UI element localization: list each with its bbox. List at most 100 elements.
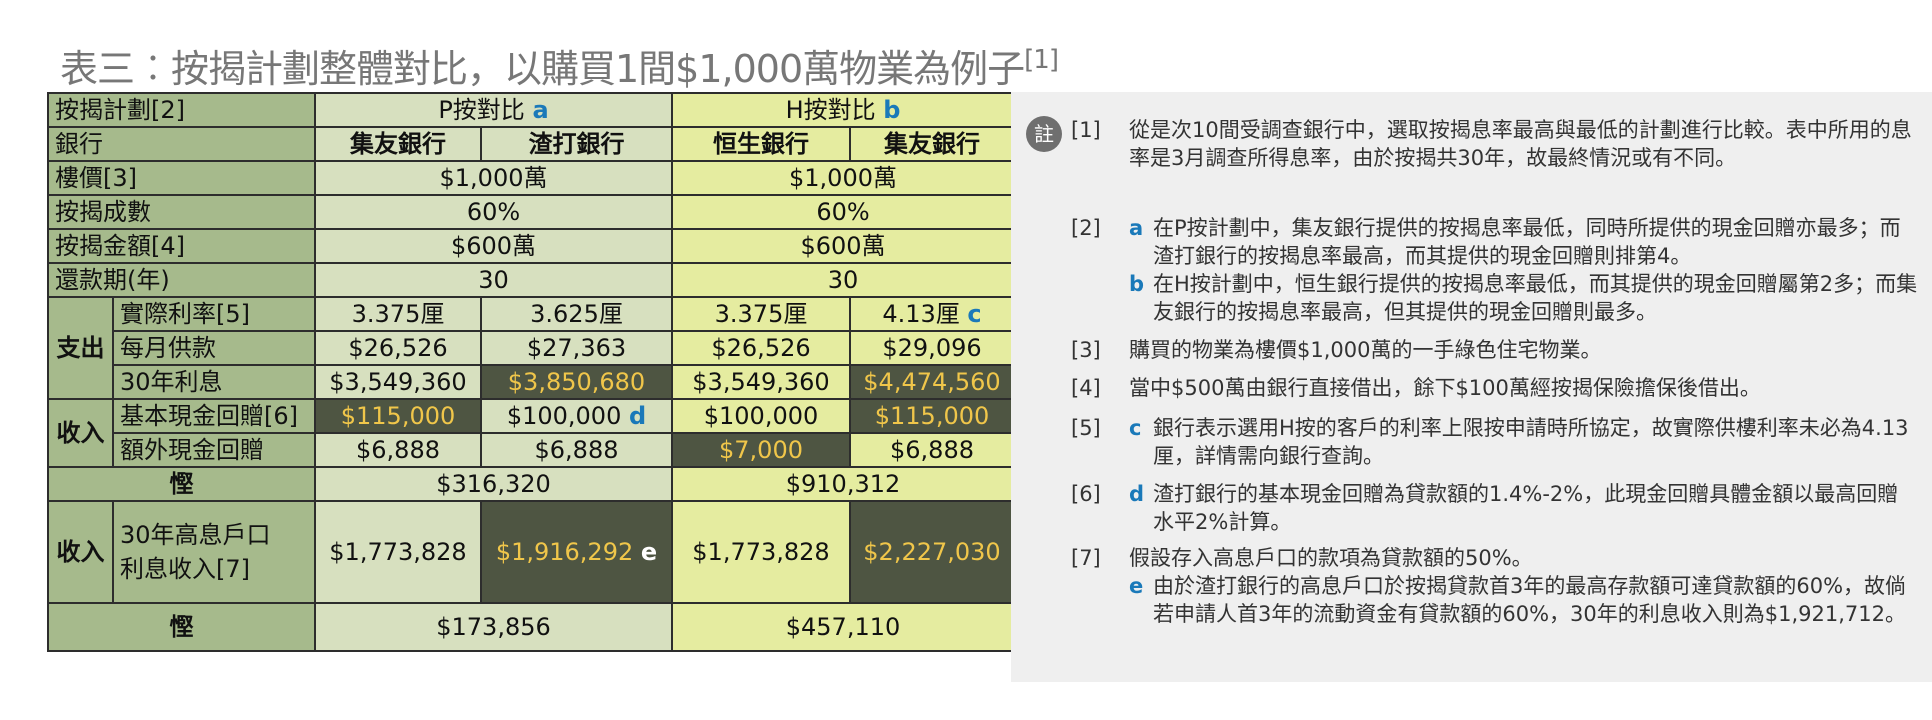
table-cell: $27,363 [480,330,673,366]
rate-row-label: 實際利率[5] [112,296,316,332]
table-cell: 3.625厘 [480,296,673,332]
table-row: 還款期(年) 30 30 [47,262,1015,298]
note-number: [5] [1071,416,1101,440]
note-text: 銀行表示選用H按的客戶的利率上限按申請時所協定，故實際供樓利率未必為4.13厘，… [1153,416,1909,468]
bank-row-label: 銀行 [47,126,316,162]
note-number: [4] [1071,376,1101,400]
table-cell: $173,856 [314,602,673,652]
table-row: 按揭金額[4] $600萬 $600萬 [47,228,1015,264]
notes-panel: 註 [1] 從是次10間受調查銀行中，選取按揭息率最高與最低的計劃進行比較。表中… [1011,92,1932,682]
deposit-label-line1: 30年高息戶口 [120,521,271,549]
note-4: [4] 當中$500萬由銀行直接借出，餘下$100萬經按揭保險擔保後借出。 [1071,374,1919,402]
table-row: 支出 實際利率[5] 3.375厘 3.625厘 3.375厘 4.13厘 c [47,296,1015,400]
note-text: 渣打銀行的基本現金回贈為貸款額的1.4%-2%，此現金回贈具體金額以最高回贈水平… [1153,482,1899,534]
bank-name: 恒生銀行 [671,126,851,162]
table-cell: $3,549,360 [671,364,851,400]
price-row-label: 樓價[3] [47,160,316,196]
cell-value: $100,000 [506,402,622,430]
note-6: [6] d 渣打銀行的基本現金回贈為貸款額的1.4%-2%，此現金回贈具體金額以… [1071,480,1919,536]
note-marker: e [1129,574,1144,598]
table-cell: $100,000 [671,398,851,434]
table-row: 收入 基本現金回贈[6] $115,000 $100,000 d $100,00… [47,398,1015,468]
bank-name: 集友銀行 [314,126,482,162]
note-icon: 註 [1026,116,1062,152]
plan-header-label: 按揭計劃[2] [47,92,316,128]
note-number: [3] [1071,338,1101,362]
table-row: 按揭成數 60% 60% [47,194,1015,230]
extra-row-label: 額外現金回贈 [112,432,316,468]
note-1: [1] 從是次10間受調查銀行中，選取按揭息率最高與最低的計劃進行比較。表中所用… [1071,116,1919,172]
term-row-label: 還款期(年) [47,262,316,298]
cell-value: $1,916,292 [495,538,634,566]
ratio-row-label: 按揭成數 [47,194,316,230]
note-sub-b: b 在H按計劃中，恒生銀行提供的按揭息率最低，而其提供的現金回贈屬第2多；而集友… [1129,270,1919,326]
deposit-cell-marked: $1,916,292 e [480,500,673,604]
note-number: [2] [1071,216,1101,240]
note-text: 由於渣打銀行的高息戶口於按揭貸款首3年的最高存款額可達貸款額的60%，故倘若申請… [1153,574,1907,626]
deposit-label-line2: 利息收入[7] [120,555,250,583]
table-row: 額外現金回贈 $6,888 $6,888 $7,000 $6,888 [48,432,1015,468]
table-row: 樓價[3] $1,000萬 $1,000萬 [47,160,1015,196]
highlight-cell: $2,227,030 [849,500,1015,604]
table-row: 30年利息 $3,549,360 $3,850,680 $3,549,360 $… [48,364,1015,400]
note-marker-a: a [532,96,549,124]
savings-label: 慳 [47,466,316,502]
table-cell: 60% [671,194,1015,230]
note-marker-b: b [883,96,901,124]
rate-cell-marked: 4.13厘 c [849,296,1015,332]
h-plan-label: H按對比 [785,96,876,124]
highlight-cell: $3,850,680 [480,364,673,400]
mortgage-comparison-table: 按揭計劃[2] P按對比 a H按對比 b 銀行 集友銀行 渣打銀行 恒生銀行 … [47,92,1015,652]
cash-cell-marked: $100,000 d [480,398,673,434]
note-2: [2] a 在P按計劃中，集友銀行提供的按揭息率最低，同時所提供的現金回贈亦最多… [1071,214,1919,326]
note-text: 購買的物業為樓價$1,000萬的一手綠色住宅物業。 [1129,338,1602,362]
bank-name: 集友銀行 [849,126,1015,162]
highlight-cell: $115,000 [314,398,482,434]
highlight-cell: $7,000 [671,432,851,468]
p-plan-label: P按對比 [438,96,525,124]
table-cell: 3.375厘 [314,296,482,332]
note-number: [1] [1071,118,1101,142]
table-cell: $1,773,828 [314,500,482,604]
note-text: 在P按計劃中，集友銀行提供的按揭息率最低，同時所提供的現金回贈亦最多；而渣打銀行… [1153,216,1901,268]
note-marker-c: c [967,300,982,328]
table-cell: $316,320 [314,466,673,502]
highlight-cell: $4,474,560 [849,364,1015,400]
expense-group-label: 支出 [47,296,114,400]
cash-row-label: 基本現金回贈[6] [112,398,316,434]
income-group-label: 收入 [47,398,114,468]
table-cell: $6,888 [849,432,1015,468]
note-3: [3] 購買的物業為樓價$1,000萬的一手綠色住宅物業。 [1071,336,1919,364]
table-row: 慳 $173,856 $457,110 [47,602,1015,652]
table-cell: $1,000萬 [314,160,673,196]
title-text: 表三︰按揭計劃整體對比，以購買1間$1,000萬物業為例子 [60,47,1025,91]
table-row: 每月供款 $26,526 $27,363 $26,526 $29,096 [48,330,1015,366]
table-row: 慳 $316,320 $910,312 [47,466,1015,502]
table-cell: $1,000萬 [671,160,1015,196]
title-footnote-ref: [1] [1024,45,1059,75]
table-cell: $6,888 [314,432,482,468]
note-number: [6] [1071,482,1101,506]
monthly-row-label: 每月供款 [112,330,316,366]
note-text: 假設存入高息戶口的款項為貸款額的50%。 [1129,546,1533,570]
note-sub-c: c 銀行表示選用H按的客戶的利率上限按申請時所協定，故實際供樓利率未必為4.13… [1129,414,1919,470]
table-cell: 3.375厘 [671,296,851,332]
table-cell: $600萬 [314,228,673,264]
p-plan-header: P按對比 a [314,92,673,128]
note-marker-d: d [628,402,647,430]
savings-label: 慳 [47,602,316,652]
table-cell: 30 [314,262,673,298]
note-sub-a: a 在P按計劃中，集友銀行提供的按揭息率最低，同時所提供的現金回贈亦最多；而渣打… [1129,214,1919,270]
note-5: [5] c 銀行表示選用H按的客戶的利率上限按申請時所協定，故實際供樓利率未必為… [1071,414,1919,470]
cell-value: 4.13厘 [882,300,960,328]
table-cell: $26,526 [671,330,851,366]
table-cell: 60% [314,194,673,230]
bank-name: 渣打銀行 [480,126,673,162]
interest-row-label: 30年利息 [112,364,316,400]
note-sub-d: d 渣打銀行的基本現金回贈為貸款額的1.4%-2%，此現金回贈具體金額以最高回贈… [1129,480,1919,536]
note-number: [7] [1071,546,1101,570]
note-marker: a [1129,216,1144,240]
table-cell: $910,312 [671,466,1015,502]
table-row: 銀行 集友銀行 渣打銀行 恒生銀行 集友銀行 [47,126,1015,162]
note-text: 在H按計劃中，恒生銀行提供的按揭息率最低，而其提供的現金回贈屬第2多；而集友銀行… [1153,272,1918,324]
